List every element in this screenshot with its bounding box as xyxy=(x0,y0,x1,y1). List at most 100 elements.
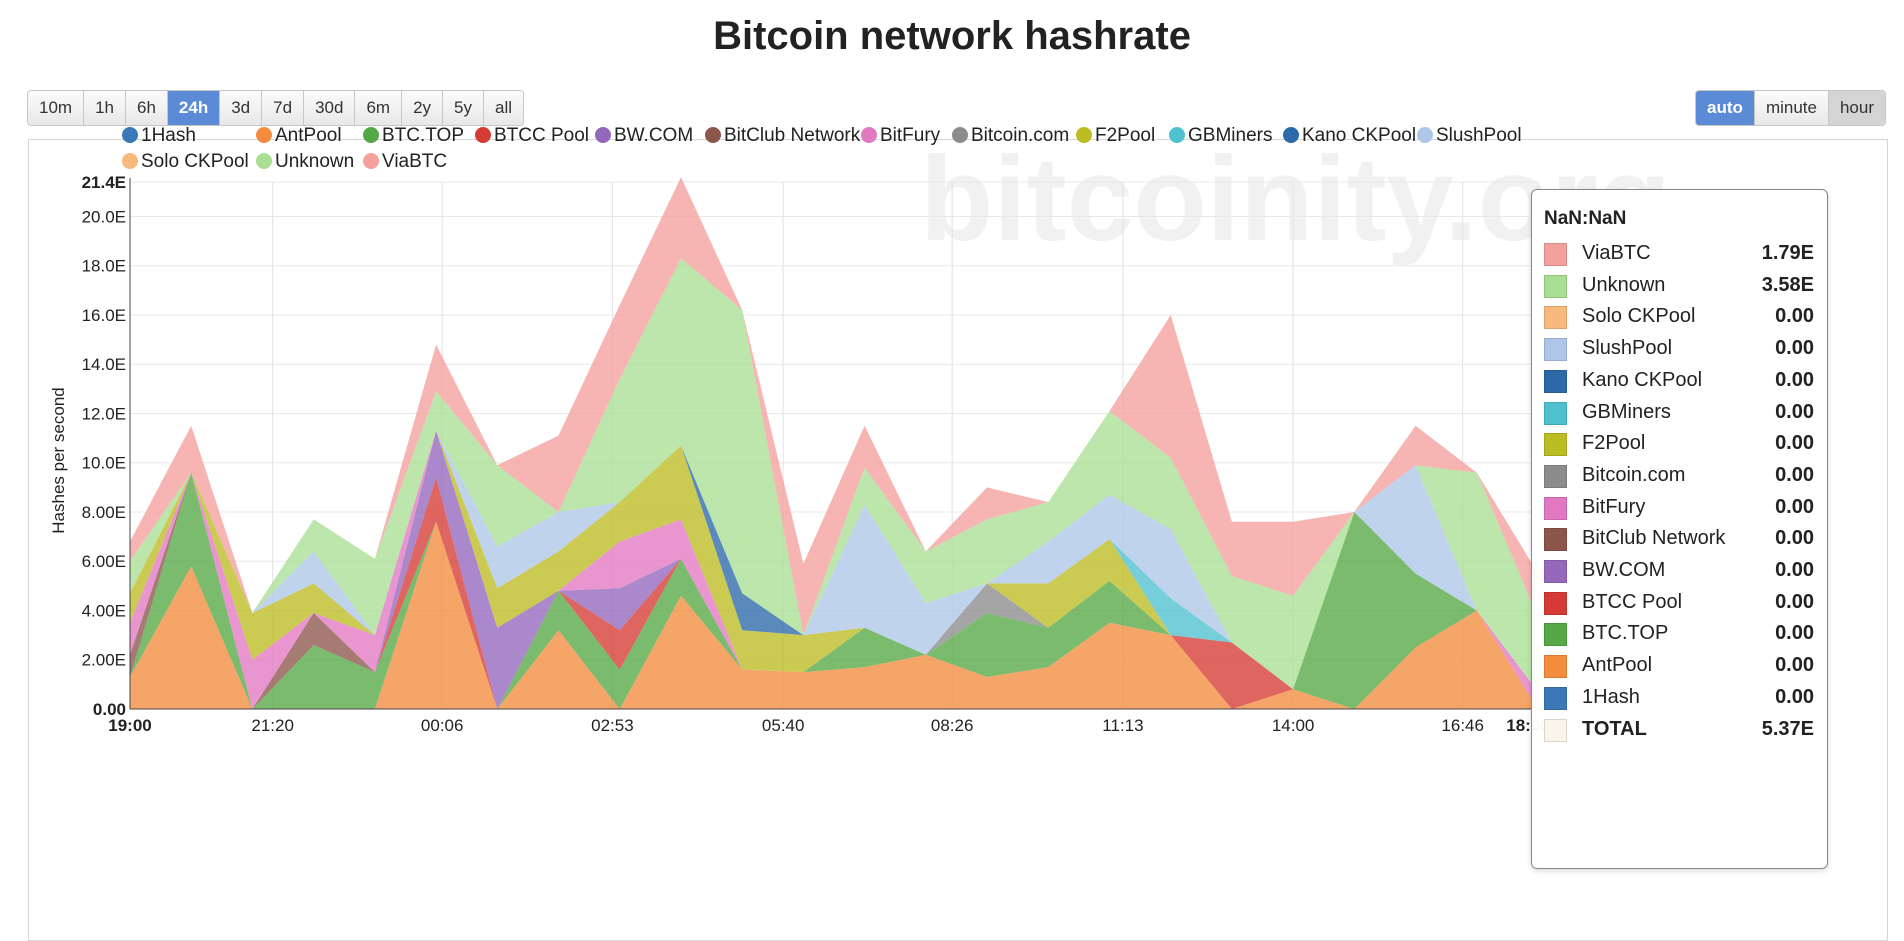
tooltip-series-name: TOTAL xyxy=(1582,717,1647,740)
chart-tooltip: NaN:NaN ViaBTC 1.79E Unknown 3.58E Solo CKPo… xyxy=(1531,189,1828,869)
tooltip-series-name: ViaBTC xyxy=(1582,242,1651,264)
tooltip-row-bitclub-network: BitClub Network 0.00 xyxy=(1544,525,1814,555)
legend-label-bitfury: BitFury xyxy=(880,125,941,146)
tooltip-row-antpool: AntPool 0.00 xyxy=(1544,652,1814,682)
tooltip-swatch xyxy=(1544,560,1567,583)
legend-label-f2pool: F2Pool xyxy=(1095,125,1155,146)
page-title: Bitcoin network hashrate xyxy=(713,14,1191,58)
legend-marker-unknown xyxy=(256,153,272,169)
range-24h-button[interactable]: 24h xyxy=(167,91,221,125)
tooltip-row-unknown: Unknown 3.58E xyxy=(1544,272,1814,302)
legend-marker-f2pool xyxy=(1076,127,1092,143)
legend-marker-bitclub-network xyxy=(705,127,721,143)
range-30d-button[interactable]: 30d xyxy=(304,91,356,125)
tooltip-series-name: AntPool xyxy=(1582,654,1653,677)
area-btcc-pool xyxy=(130,472,1538,709)
legend-marker-bitfury xyxy=(861,127,877,143)
legend-label-bitclub-network: BitClub Network xyxy=(724,125,861,146)
tooltip-series-name: SlushPool xyxy=(1582,337,1673,360)
area-btc-top xyxy=(130,472,1538,709)
tooltip-row-bitcoin-com: Bitcoin.com 0.00 xyxy=(1544,462,1814,492)
y-tick-label: 16.0E xyxy=(82,306,126,325)
legend-marker-1hash xyxy=(122,127,138,143)
tooltip-series-value: 0.00 xyxy=(1775,305,1814,328)
tooltip-title: NaN:NaN xyxy=(1544,208,1627,229)
tooltip-swatch xyxy=(1544,528,1567,552)
tooltip-series-value: 5.37E xyxy=(1761,717,1814,740)
resolution-hour-button[interactable]: hour xyxy=(1828,91,1885,125)
legend-label-1hash: 1Hash xyxy=(141,125,196,146)
x-tick-label: 21:20 xyxy=(251,716,294,735)
resolution-minute-button[interactable]: minute xyxy=(1754,91,1829,125)
legend-marker-btcc-pool xyxy=(475,127,491,143)
tooltip-series-value: 0.00 xyxy=(1775,527,1814,550)
x-tick-label: 19:00 xyxy=(108,716,151,735)
legend-label-viabtc: ViaBTC xyxy=(382,151,447,172)
tooltip-series-value: 0.00 xyxy=(1775,463,1814,486)
range-6h-button[interactable]: 6h xyxy=(126,91,168,125)
tooltip-series-value: 0.00 xyxy=(1775,400,1814,423)
tooltip-row-solo-ckpool: Solo CKPool 0.00 xyxy=(1544,303,1814,333)
y-tick-label: 8.00E xyxy=(82,503,126,522)
y-tick-label: 10.0E xyxy=(82,454,126,473)
legend-label-kano-ckpool: Kano CKPool xyxy=(1302,125,1416,146)
range-3d-button[interactable]: 3d xyxy=(220,91,263,125)
x-tick-label: 08:26 xyxy=(931,716,974,735)
legend-marker-solo-ckpool xyxy=(122,153,138,169)
tooltip-series-name: BTCC Pool xyxy=(1582,590,1683,613)
tooltip-series-name: BW.COM xyxy=(1582,559,1666,581)
legend-marker-bw-com xyxy=(595,127,611,143)
tooltip-swatch xyxy=(1544,243,1567,266)
area-antpool xyxy=(130,521,1538,709)
tooltip-row-btc-top: BTC.TOP 0.00 xyxy=(1544,620,1814,650)
tooltip-series-value: 0.00 xyxy=(1775,685,1814,708)
tooltip-series-name: GBMiners xyxy=(1582,400,1671,423)
tooltip-series-name: Kano CKPool xyxy=(1582,368,1703,391)
tooltip-series-value: 0.00 xyxy=(1775,590,1814,613)
legend-label-bw-com: BW.COM xyxy=(614,125,693,146)
area-gbminers xyxy=(130,430,1538,692)
range-5y-button[interactable]: 5y xyxy=(443,91,484,125)
x-tick-label: 05:40 xyxy=(762,716,805,735)
y-tick-label: 18.0E xyxy=(82,257,126,276)
range-6m-button[interactable]: 6m xyxy=(355,91,403,125)
y-axis-title: Hashes per second xyxy=(49,387,68,533)
range-7d-button[interactable]: 7d xyxy=(262,91,305,125)
x-tick-label: 00:06 xyxy=(421,716,464,735)
tooltip-swatch xyxy=(1544,591,1567,615)
tooltip-swatch xyxy=(1544,274,1567,298)
tooltip-series-value: 0.00 xyxy=(1775,368,1814,391)
tooltip-series-value: 0.00 xyxy=(1775,622,1814,645)
tooltip-series-name: BitClub Network xyxy=(1582,527,1726,550)
x-tick-label: 14:00 xyxy=(1272,716,1315,735)
tooltip-swatch xyxy=(1544,623,1567,647)
tooltip-swatch xyxy=(1544,433,1567,457)
area-unknown xyxy=(130,258,1538,692)
legend-label-btcc-pool: BTCC Pool xyxy=(494,125,589,146)
tooltip-row-1hash: 1Hash 0.00 xyxy=(1544,684,1814,714)
legend-label-unknown: Unknown xyxy=(275,151,354,172)
y-tick-label: 12.0E xyxy=(82,404,126,423)
legend-marker-btc-top xyxy=(363,127,379,143)
y-tick-label: 14.0E xyxy=(82,355,126,374)
resolution-auto-button[interactable]: auto xyxy=(1696,91,1755,125)
range-2y-button[interactable]: 2y xyxy=(402,91,444,125)
tooltip-swatch xyxy=(1544,401,1567,425)
legend-label-antpool: AntPool xyxy=(275,125,342,146)
legend-marker-kano-ckpool xyxy=(1283,127,1299,143)
range-1h-button[interactable]: 1h xyxy=(84,91,126,125)
legend-marker-viabtc xyxy=(363,153,379,169)
legend-marker-antpool xyxy=(256,127,272,143)
x-tick-label: 02:53 xyxy=(591,716,634,735)
tooltip-swatch xyxy=(1544,464,1567,488)
legend-label-btc-top: BTC.TOP xyxy=(382,125,464,146)
tooltip-series-value: 1.79E xyxy=(1761,242,1814,264)
range-10m-button[interactable]: 10m xyxy=(28,91,85,125)
area-viabtc xyxy=(130,177,1538,636)
tooltip-swatch xyxy=(1544,369,1567,393)
tooltip-series-name: F2Pool xyxy=(1582,432,1646,455)
range-all-button[interactable]: all xyxy=(484,91,524,125)
legend-label-gbminers: GBMiners xyxy=(1188,125,1272,146)
tooltip-swatch xyxy=(1544,338,1567,362)
